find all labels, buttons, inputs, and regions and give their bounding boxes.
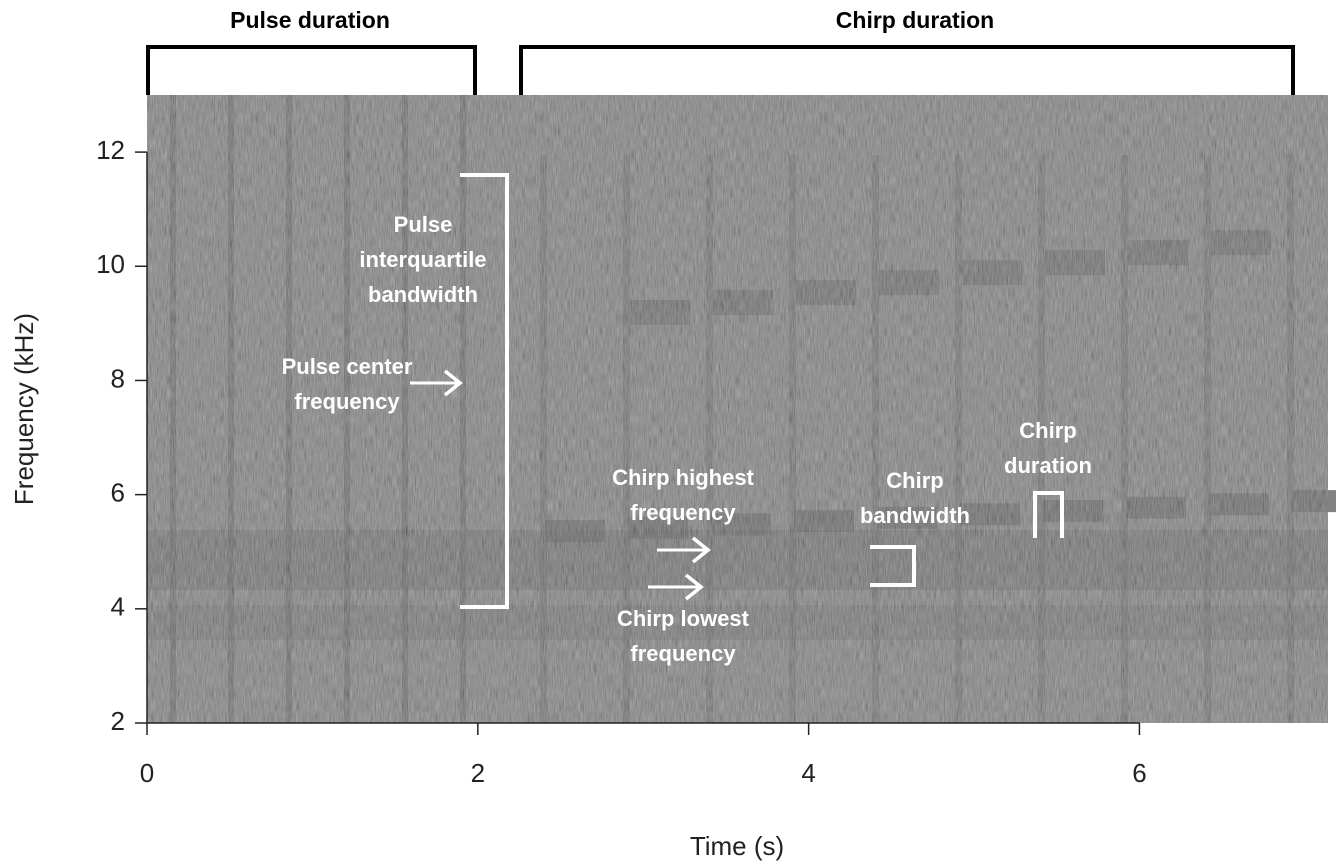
y-tick-label: 6 xyxy=(111,478,125,508)
annotation: Chirp xyxy=(1019,418,1076,443)
annotation: frequency xyxy=(630,641,736,666)
annotation: Chirp duration xyxy=(836,7,994,33)
annotation: Pulse duration xyxy=(230,7,390,33)
spectrogram-image xyxy=(147,95,1336,723)
spectrogram-noise xyxy=(147,95,1328,723)
annotation: bandwidth xyxy=(860,503,970,528)
annotation: Chirp xyxy=(886,468,943,493)
annotation: interquartile xyxy=(359,247,486,272)
chirp-bandwidth-bracket xyxy=(870,545,916,587)
y-tick-label: 12 xyxy=(96,135,125,165)
y-tick-label: 8 xyxy=(111,363,125,393)
annotation-shapes xyxy=(146,45,1295,609)
annotation: bandwidth xyxy=(368,282,478,307)
y-tick-label: 10 xyxy=(96,249,125,279)
annotation: Pulse xyxy=(394,212,453,237)
x-tick-label: 4 xyxy=(801,758,815,788)
annotation: Pulse center xyxy=(282,354,413,379)
bandwidth-bracket xyxy=(460,173,509,609)
chirp-duration-marker xyxy=(1033,491,1064,538)
x-tick-label: 0 xyxy=(140,758,154,788)
annotation: Chirp highest xyxy=(612,465,754,490)
annotation: Chirp lowest xyxy=(617,606,750,631)
x-tick-label: 2 xyxy=(471,758,485,788)
y-tick-label: 2 xyxy=(111,706,125,736)
pulse-duration-bracket xyxy=(146,45,477,95)
x-axis-label: Time (s) xyxy=(690,831,784,861)
y-axis-label: Frequency (kHz) xyxy=(9,313,39,505)
annotation: frequency xyxy=(294,389,400,414)
x-tick-label: 6 xyxy=(1132,758,1146,788)
chirp-duration-bracket xyxy=(519,45,1295,95)
y-tick-label: 4 xyxy=(111,592,125,622)
annotation: duration xyxy=(1004,453,1092,478)
annotation: frequency xyxy=(630,500,736,525)
